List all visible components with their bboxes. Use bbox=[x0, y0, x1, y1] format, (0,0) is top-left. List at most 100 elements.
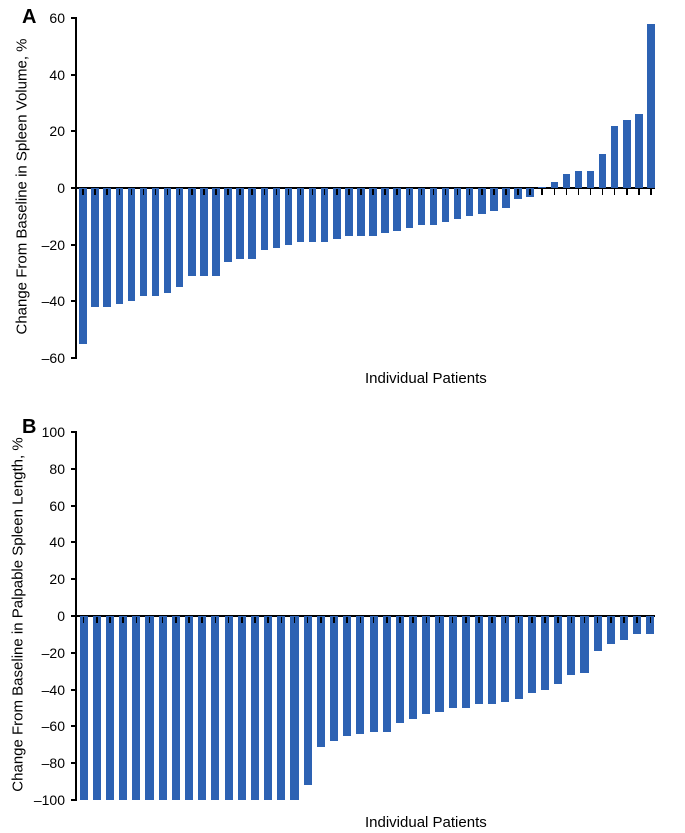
xtick-mark bbox=[276, 189, 278, 195]
bar bbox=[277, 616, 285, 800]
panel-b-ylabel: Change From Baseline in Palpable Spleen … bbox=[10, 415, 27, 815]
ytick-label: –40 bbox=[42, 293, 77, 309]
bar bbox=[152, 188, 159, 296]
bar bbox=[225, 616, 233, 800]
bar bbox=[475, 616, 483, 704]
xtick-mark bbox=[122, 617, 124, 623]
bar bbox=[343, 616, 351, 736]
xtick-mark bbox=[650, 189, 652, 195]
bar bbox=[541, 616, 549, 690]
bar bbox=[587, 171, 594, 188]
xtick-mark bbox=[650, 617, 652, 623]
bar bbox=[273, 188, 280, 248]
bar bbox=[93, 616, 101, 800]
bar bbox=[551, 182, 558, 188]
xtick-mark bbox=[175, 617, 177, 623]
xtick-mark bbox=[412, 617, 414, 623]
xtick-mark bbox=[131, 189, 133, 195]
ytick-label: –60 bbox=[42, 350, 77, 366]
ytick-label: –80 bbox=[42, 755, 77, 771]
bar bbox=[356, 616, 364, 734]
bar bbox=[333, 188, 340, 239]
xtick-mark bbox=[578, 189, 580, 195]
bar bbox=[599, 154, 606, 188]
xtick-mark bbox=[590, 189, 592, 195]
xtick-mark bbox=[557, 617, 559, 623]
bar bbox=[264, 616, 272, 800]
xtick-mark bbox=[96, 617, 98, 623]
xtick-mark bbox=[421, 189, 423, 195]
bar bbox=[409, 616, 417, 719]
bar bbox=[345, 188, 352, 236]
bar bbox=[198, 616, 206, 800]
xtick-mark bbox=[228, 617, 230, 623]
xtick-mark bbox=[386, 617, 388, 623]
xtick-mark bbox=[554, 189, 556, 195]
bar bbox=[188, 188, 195, 276]
ytick-label: –60 bbox=[42, 718, 77, 734]
bar bbox=[304, 616, 312, 785]
bar bbox=[132, 616, 140, 800]
bar bbox=[435, 616, 443, 712]
bar bbox=[91, 188, 98, 307]
bar bbox=[172, 616, 180, 800]
bar bbox=[575, 171, 582, 188]
bar bbox=[261, 188, 268, 250]
xtick-mark bbox=[215, 189, 217, 195]
bar bbox=[164, 188, 171, 293]
bar bbox=[635, 114, 642, 188]
xtick-mark bbox=[597, 617, 599, 623]
xtick-mark bbox=[307, 617, 309, 623]
xtick-mark bbox=[294, 617, 296, 623]
xtick-mark bbox=[227, 189, 229, 195]
xtick-mark bbox=[136, 617, 138, 623]
xtick-mark bbox=[82, 189, 84, 195]
xtick-mark bbox=[281, 617, 283, 623]
bar bbox=[554, 616, 562, 684]
xtick-mark bbox=[505, 189, 507, 195]
bar bbox=[128, 188, 135, 301]
xtick-mark bbox=[360, 189, 362, 195]
xtick-mark bbox=[119, 189, 121, 195]
xtick-mark bbox=[426, 617, 428, 623]
xtick-mark bbox=[215, 617, 217, 623]
xtick-mark bbox=[312, 189, 314, 195]
xtick-mark bbox=[517, 189, 519, 195]
ytick-label: 20 bbox=[49, 123, 77, 139]
panel-a-plot: –60–40–200204060 bbox=[75, 18, 655, 358]
bar bbox=[396, 616, 404, 723]
panel-a-ylabel: Change From Baseline in Spleen Volume, % bbox=[14, 0, 31, 387]
bar bbox=[611, 126, 618, 188]
figure: A –60–40–200204060 Change From Baseline … bbox=[0, 0, 685, 833]
bar bbox=[140, 188, 147, 296]
ytick-label: –40 bbox=[42, 682, 77, 698]
xtick-mark bbox=[571, 617, 573, 623]
xtick-mark bbox=[544, 617, 546, 623]
xtick-mark bbox=[143, 189, 145, 195]
bar bbox=[309, 188, 316, 242]
bar bbox=[106, 616, 114, 800]
xtick-mark bbox=[452, 617, 454, 623]
xtick-mark bbox=[478, 617, 480, 623]
ytick-label: 100 bbox=[42, 424, 77, 440]
xtick-mark bbox=[433, 189, 435, 195]
bar bbox=[103, 188, 110, 307]
bar bbox=[538, 187, 545, 188]
xtick-mark bbox=[505, 617, 507, 623]
xtick-mark bbox=[396, 189, 398, 195]
ytick-label: 0 bbox=[57, 180, 77, 196]
bar bbox=[236, 188, 243, 259]
bar bbox=[647, 24, 654, 188]
xtick-mark bbox=[636, 617, 638, 623]
ytick-label: 0 bbox=[57, 608, 77, 624]
xtick-mark bbox=[106, 189, 108, 195]
ytick-label: –100 bbox=[34, 792, 77, 808]
xtick-mark bbox=[267, 617, 269, 623]
xtick-mark bbox=[179, 189, 181, 195]
bar bbox=[317, 616, 325, 747]
xtick-mark bbox=[300, 189, 302, 195]
xtick-mark bbox=[469, 189, 471, 195]
xtick-mark bbox=[360, 617, 362, 623]
ytick-label: –20 bbox=[42, 237, 77, 253]
xtick-mark bbox=[155, 189, 157, 195]
